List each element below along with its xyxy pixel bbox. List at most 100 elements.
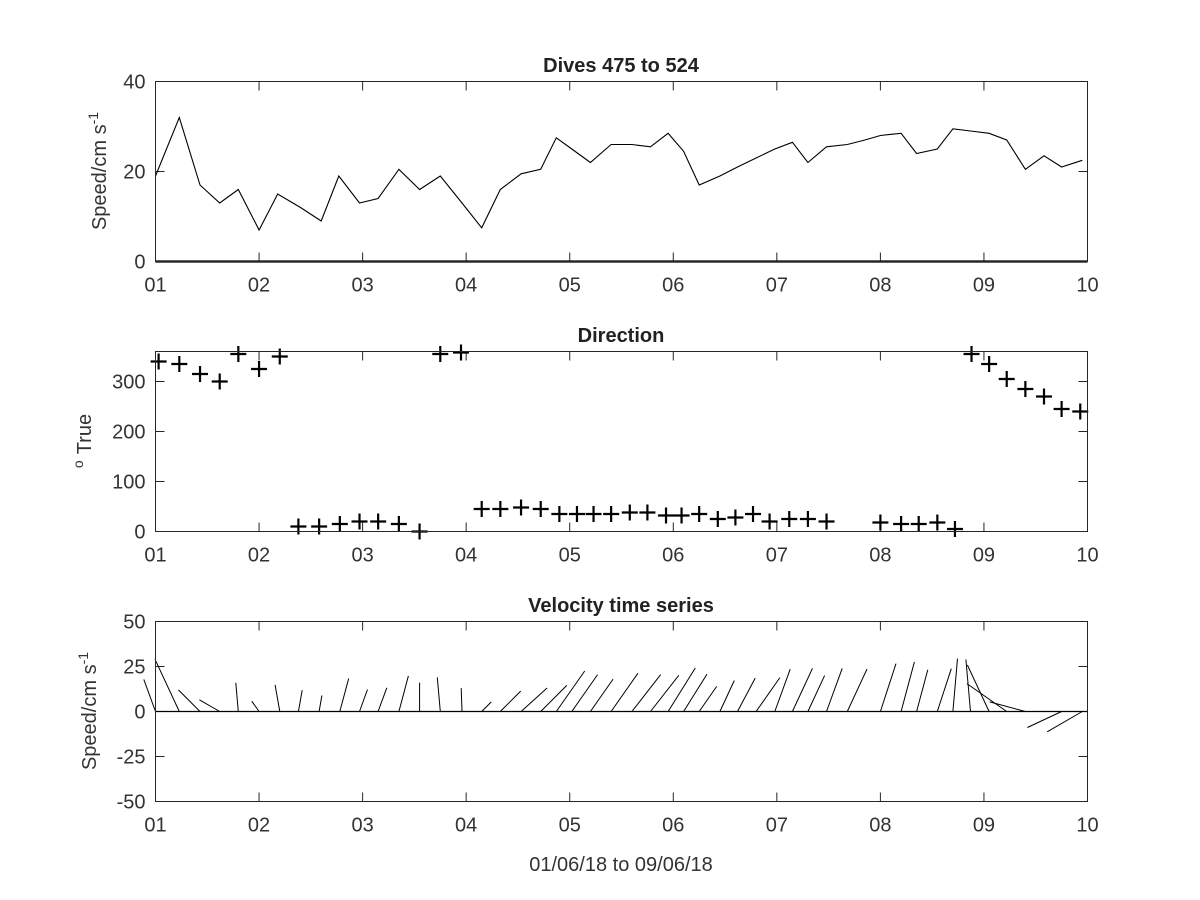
velocity-stick — [1046, 711, 1083, 733]
velocity-stick — [499, 690, 522, 712]
velocity-stick — [154, 659, 180, 712]
x-tick-label: 01 — [144, 815, 166, 837]
velocity-stick — [755, 677, 781, 712]
velocity-stick — [737, 677, 756, 712]
velocity-stick — [683, 673, 708, 712]
velocity-stick — [936, 668, 952, 712]
x-tick-label: 09 — [973, 275, 995, 297]
velocity-stick — [900, 661, 915, 712]
y-tick-label: -25 — [117, 747, 146, 769]
velocity-stick — [297, 690, 303, 712]
direction-panel-title: Direction — [578, 325, 665, 347]
direction-marker — [621, 504, 638, 521]
x-tick-label: 03 — [351, 545, 373, 567]
x-tick-label: 02 — [248, 275, 270, 297]
x-tick-label: 06 — [662, 275, 684, 297]
velocity-stick — [571, 674, 599, 712]
direction-marker — [532, 501, 549, 517]
x-tick-label: 10 — [1076, 275, 1098, 297]
velocity-stick — [989, 701, 1026, 712]
speed-panel-axes — [155, 81, 1088, 262]
direction-marker — [150, 353, 167, 370]
velocity-stick — [274, 684, 281, 712]
velocity-stick — [589, 678, 614, 712]
velocity-stick — [610, 672, 639, 712]
x-tick-label: 05 — [559, 545, 581, 567]
velocity-stick — [826, 668, 843, 712]
direction-marker — [230, 346, 247, 362]
direction-marker — [568, 506, 585, 522]
velocity-stick — [555, 670, 586, 712]
direction-marker — [473, 501, 490, 517]
direction-marker — [211, 373, 228, 390]
velocity-stick — [398, 675, 409, 712]
direction-marker — [1017, 381, 1034, 397]
velocity-stick — [952, 658, 958, 712]
x-tick-label: 01 — [144, 545, 166, 567]
direction-panel-x-ticks: 01 02 03 04 05 06 07 08 09 10 — [144, 351, 1099, 567]
velocity-panel-ylabel: Speed/cm s-1 — [75, 652, 101, 770]
velocity-stick — [650, 674, 680, 712]
velocity-stick — [846, 668, 868, 712]
direction-marker — [390, 516, 407, 532]
direction-marker — [781, 511, 798, 527]
direction-marker — [331, 516, 348, 532]
x-tick-label: 04 — [455, 275, 477, 297]
direction-marker — [691, 506, 708, 522]
direction-marker — [658, 507, 675, 524]
y-tick-label: -50 — [117, 792, 146, 814]
direction-panel-ylabel: oTrue — [70, 414, 96, 468]
x-tick-label: 01 — [144, 275, 166, 297]
direction-marker — [171, 356, 188, 372]
direction-marker — [585, 506, 602, 522]
velocity-panel-x-ticks: 01 02 03 04 05 06 07 08 09 10 — [144, 621, 1099, 837]
direction-marker — [745, 506, 762, 522]
x-tick-label: 09 — [973, 545, 995, 567]
speed-line — [154, 115, 1083, 232]
velocity-stick — [540, 685, 568, 712]
direction-marker — [351, 513, 368, 530]
velocity-stick — [178, 689, 201, 712]
x-tick-label: 03 — [351, 815, 373, 837]
x-tick-label: 08 — [869, 815, 891, 837]
x-tick-label: 08 — [869, 275, 891, 297]
direction-marker — [818, 513, 835, 530]
x-tick-label: 03 — [351, 275, 373, 297]
direction-panel-axes — [155, 351, 1088, 532]
velocity-stick — [916, 669, 929, 712]
velocity-stick — [807, 675, 826, 712]
x-tick-label: 05 — [559, 275, 581, 297]
velocity-panel-marks — [143, 658, 1088, 733]
x-tick-label: 10 — [1076, 545, 1098, 567]
y-tick-label: 40 — [123, 72, 145, 94]
direction-marker — [603, 506, 620, 522]
direction-marker — [673, 507, 690, 524]
x-tick-label: 07 — [766, 275, 788, 297]
y-tick-label: 300 — [112, 372, 145, 394]
velocity-stick — [318, 695, 323, 712]
velocity-stick — [143, 679, 156, 712]
speed-panel: Dives 475 to 524 Speed/cm s-1 0 20 40 01 02… — [85, 55, 1099, 297]
velocity-stick — [339, 678, 350, 712]
y-tick-label: 0 — [134, 702, 145, 724]
x-tick-label: 04 — [455, 815, 477, 837]
y-tick-label: 0 — [134, 252, 145, 274]
direction-marker — [946, 521, 963, 537]
y-tick-label: 200 — [112, 422, 145, 444]
direction-marker — [370, 513, 387, 530]
x-tick-label: 07 — [766, 545, 788, 567]
x-tick-label: 05 — [559, 815, 581, 837]
velocity-stick — [377, 687, 388, 712]
x-axis-label: 01/06/18 to 09/06/18 — [529, 854, 713, 876]
x-tick-label: 10 — [1076, 815, 1098, 837]
velocity-stick — [966, 664, 990, 712]
direction-marker — [1072, 403, 1089, 420]
velocity-stick — [520, 687, 548, 712]
direction-marker — [998, 371, 1015, 387]
velocity-stick — [1027, 711, 1062, 728]
velocity-stick — [791, 668, 813, 712]
direction-marker — [872, 514, 889, 531]
direction-marker — [981, 356, 998, 372]
velocity-stick — [235, 682, 239, 712]
direction-marker — [432, 346, 449, 362]
